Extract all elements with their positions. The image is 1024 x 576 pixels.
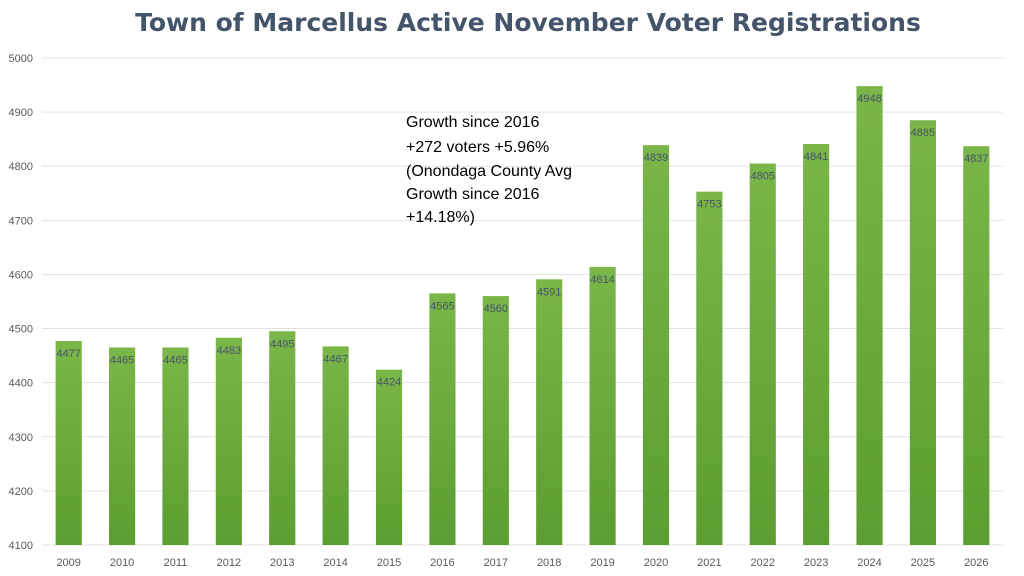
bar-2013 [269,331,296,545]
annotation-line: (Onondaga County Avg [406,163,572,180]
gridlines [42,57,1003,546]
y-tick-label: 4500 [9,324,33,336]
data-label-2011: 4465 [163,354,187,366]
bar-2016 [429,293,456,545]
data-label-2009: 4477 [56,348,80,360]
x-tick-label: 2017 [484,557,508,569]
y-tick-label: 4400 [9,378,33,390]
data-label-2018: 4591 [537,286,561,298]
bar-2026 [963,146,990,545]
annotation-text: Growth since 2016 +272 voters +5.96% (On… [406,114,577,226]
data-label-2021: 4753 [697,199,721,211]
x-tick-label: 2009 [56,557,80,569]
data-label-2022: 4805 [751,171,775,183]
bar-2010 [109,347,136,545]
chart-title: Town of Marcellus Active November Voter … [135,8,921,37]
y-tick-label: 4600 [9,269,33,281]
data-label-2014: 4467 [323,353,347,365]
bar-2022 [749,163,776,545]
annotation-line: +14.18%) [406,209,475,226]
bar-2018 [536,279,563,545]
x-tick-label: 2024 [857,557,881,569]
x-tick-label: 2023 [804,557,828,569]
x-tick-label: 2025 [911,557,935,569]
y-tick-label: 4800 [9,161,33,173]
bar-2011 [162,347,189,545]
x-tick-label: 2010 [110,557,134,569]
x-tick-label: 2018 [537,557,561,569]
x-tick-label: 2022 [751,557,775,569]
bar-2012 [215,337,242,545]
y-tick-label: 4300 [9,432,33,444]
x-tick-label: 2019 [590,557,614,569]
y-tick-label: 4200 [9,486,33,498]
bar-2023 [803,144,830,545]
data-label-2016: 4565 [430,300,454,312]
data-label-2023: 4841 [804,151,828,163]
x-tick-label: 2015 [377,557,401,569]
data-label-2024: 4948 [857,93,881,105]
data-label-2010: 4465 [110,354,134,366]
bar-2019 [589,266,616,545]
y-tick-label: 4700 [9,215,33,227]
x-tick-label: 2013 [270,557,294,569]
y-axis: 4100 4200 4300 4400 4500 4600 4700 4800 4900 5000 [9,53,33,552]
data-label-2020: 4839 [644,152,668,164]
data-label-2025: 4885 [911,127,935,139]
y-tick-label: 4900 [9,107,33,119]
x-tick-label: 2012 [217,557,241,569]
x-axis: 2009 2010 2011 2012 2013 2014 2015 2016 2017 2018… [56,557,988,569]
annotation-line: Growth since 2016 [406,186,540,203]
x-tick-label: 2026 [964,557,988,569]
x-tick-label: 2020 [644,557,668,569]
y-tick-label: 5000 [9,53,33,65]
data-label-2017: 4560 [484,303,508,315]
x-tick-label: 2016 [430,557,454,569]
bars [55,86,990,545]
x-tick-label: 2021 [697,557,721,569]
bar-2020 [642,145,670,545]
bar-2025 [909,120,936,545]
annotation-line: +272 voters +5.96% [406,139,549,156]
bar-2015 [375,369,403,545]
bar-2009 [55,341,82,545]
data-label-2013: 4495 [270,338,294,350]
data-labels: 4477 4465 4465 4483 4495 4467 4424 4565 4560 4591… [56,93,988,389]
annotation-line: Growth since 2016 [406,114,540,131]
data-label-2019: 4614 [590,274,614,286]
bar-2021 [696,191,723,545]
x-tick-label: 2011 [164,557,188,569]
y-tick-label: 4100 [9,540,33,552]
bar-2024 [856,86,883,545]
bar-2014 [322,346,349,545]
data-label-2012: 4483 [217,345,241,357]
data-label-2026: 4837 [964,153,988,165]
bar-2017 [482,296,509,545]
x-tick-label: 2014 [323,557,347,569]
data-label-2015: 4424 [377,377,401,389]
